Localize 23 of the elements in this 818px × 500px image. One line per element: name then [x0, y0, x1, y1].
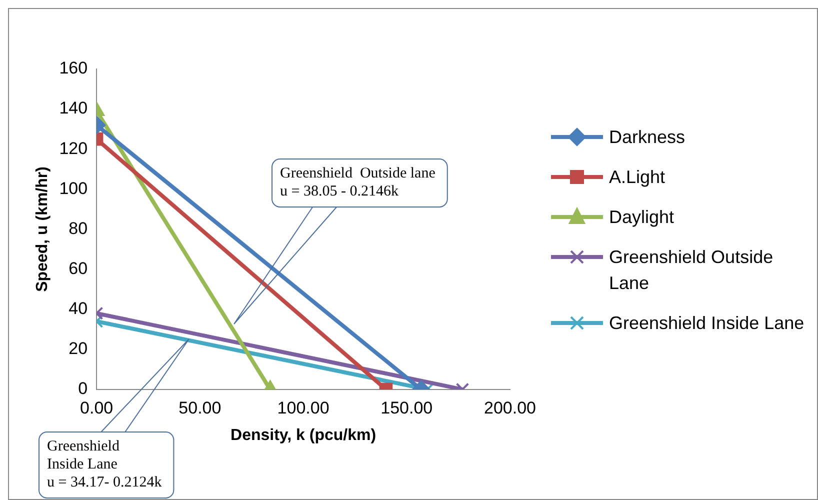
x-tick-label: 100.00: [277, 398, 330, 418]
y-tick-label: 80: [68, 218, 88, 238]
y-tick-label: 40: [68, 298, 88, 318]
legend-label: Greenshield Outside Lane: [609, 246, 774, 295]
annotation: Greenshield Outside lane u = 38.05 - 0.2146k: [280, 165, 436, 200]
x-tick-label: 200.00: [484, 398, 536, 418]
y-tick-label: 140: [59, 98, 88, 118]
x-tick-label: 150.00: [380, 398, 433, 418]
x-tick-label: 0.00: [80, 398, 114, 418]
x-axis-title: Density, k (pcu/km): [230, 426, 376, 444]
y-tick-label: 100: [59, 178, 88, 198]
text: Greenshield Inside Lane u = 34.17- 0.2124k: [47, 438, 162, 490]
y-tick-label: 60: [68, 258, 88, 278]
y-tick-label: 0: [78, 379, 88, 398]
legend-label: Greenshield Inside Lane: [609, 312, 804, 335]
y-tick-label: 160: [59, 58, 88, 78]
legend-label: Darkness: [609, 126, 686, 149]
legend-label: Daylight: [609, 206, 674, 229]
x-tick-label: 50.00: [178, 398, 222, 418]
y-tick-label: 20: [68, 339, 88, 358]
y-axis-title: Speed, u (km/hr): [34, 166, 52, 292]
y-tick-label: 120: [59, 138, 88, 158]
legend-label: A.Light: [609, 166, 666, 189]
